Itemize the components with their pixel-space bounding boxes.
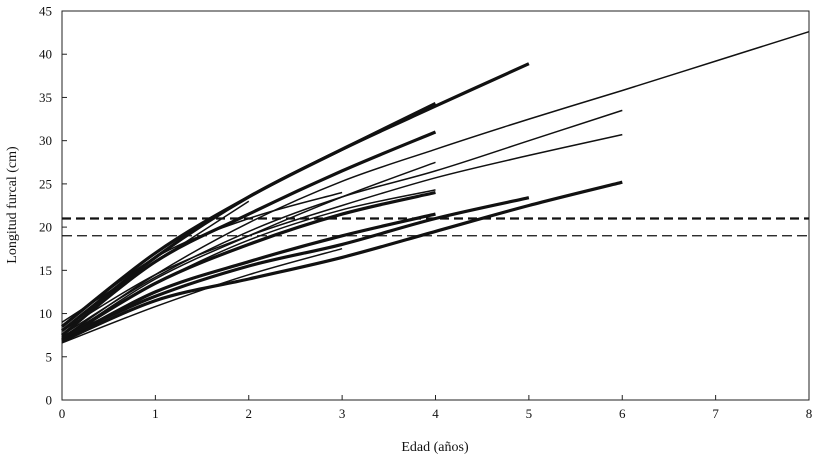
reference-lines (62, 217, 809, 237)
x-tick-label: 8 (806, 406, 813, 421)
growth-curve (61, 190, 436, 341)
y-tick-label: 5 (46, 349, 53, 364)
y-axis-title: Longitud furcal (cm) (5, 146, 20, 264)
growth-curve (61, 102, 437, 333)
x-tick-label: 0 (59, 406, 66, 421)
y-tick-label: 35 (39, 90, 52, 105)
plot-frame (61, 10, 810, 401)
y-tick-label: 40 (39, 47, 52, 62)
growth-curve (61, 191, 343, 328)
x-axis-title: Edad (años) (401, 440, 469, 455)
growth-curve (61, 133, 623, 332)
growth-curve (61, 200, 250, 323)
growth-curve (61, 196, 530, 340)
x-tick-label: 1 (152, 406, 159, 421)
y-tick-label: 45 (39, 4, 52, 19)
growth-curve (61, 161, 436, 341)
y-tick-label: 15 (39, 263, 52, 278)
y-axis-ticks: 0 5 10 15 20 25 30 35 40 45 (39, 4, 67, 408)
x-tick-label: 2 (246, 406, 253, 421)
growth-curve (61, 180, 623, 343)
y-tick-label: 30 (39, 133, 52, 148)
y-tick-label: 25 (39, 176, 52, 191)
y-tick-label: 0 (46, 393, 53, 408)
x-tick-label: 7 (712, 406, 719, 421)
y-tick-label: 10 (39, 306, 52, 321)
x-tick-label: 5 (526, 406, 533, 421)
growth-curve (61, 30, 810, 339)
series-lines (61, 30, 810, 344)
x-tick-label: 4 (432, 406, 439, 421)
growth-curve (61, 212, 436, 343)
x-tick-label: 3 (339, 406, 346, 421)
x-axis-ticks: 0 1 2 3 4 5 6 7 8 (59, 395, 813, 421)
growth-curve (61, 130, 437, 337)
y-tick-label: 20 (39, 220, 52, 235)
x-tick-label: 6 (619, 406, 626, 421)
growth-curve (61, 247, 343, 344)
